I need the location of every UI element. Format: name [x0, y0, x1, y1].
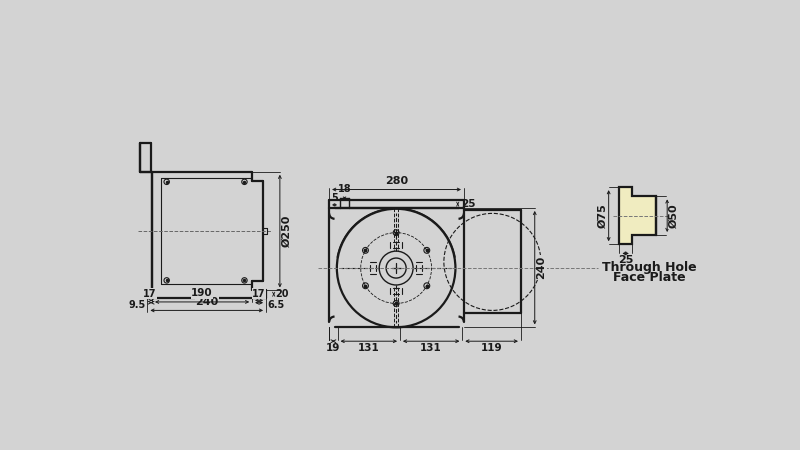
Text: 5: 5 — [331, 194, 338, 203]
Text: Through Hole: Through Hole — [602, 261, 697, 274]
Text: Ø75: Ø75 — [597, 203, 607, 228]
Text: 240: 240 — [195, 297, 218, 306]
Text: Face Plate: Face Plate — [613, 271, 686, 284]
Text: 17: 17 — [143, 289, 157, 299]
Text: 119: 119 — [481, 343, 502, 353]
Text: 190: 190 — [191, 288, 213, 298]
Text: 17: 17 — [252, 289, 266, 299]
Text: 131: 131 — [358, 343, 380, 353]
Polygon shape — [619, 187, 656, 244]
Text: 131: 131 — [420, 343, 442, 353]
Text: 280: 280 — [385, 176, 408, 186]
Text: Ø250: Ø250 — [282, 215, 291, 248]
Text: 25: 25 — [618, 255, 634, 265]
Text: 240: 240 — [536, 256, 546, 279]
Text: 20: 20 — [275, 289, 289, 299]
Text: Ø50: Ø50 — [669, 203, 678, 228]
Text: 25: 25 — [461, 199, 475, 209]
Text: 19: 19 — [326, 343, 341, 353]
Text: 9.5: 9.5 — [129, 301, 146, 310]
Text: 6.5: 6.5 — [267, 301, 285, 310]
Text: 18: 18 — [338, 184, 351, 194]
